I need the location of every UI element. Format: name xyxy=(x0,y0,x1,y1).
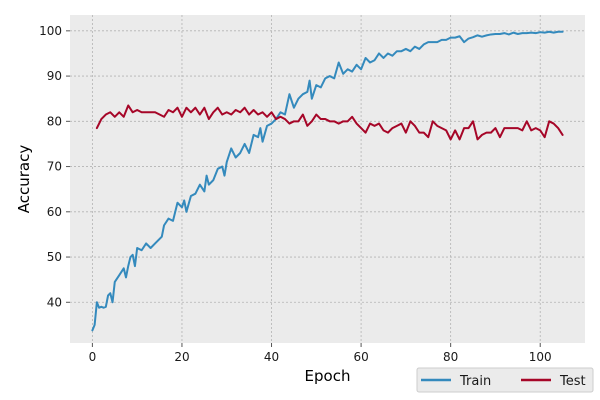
x-tick-label: 100 xyxy=(529,350,552,364)
legend-box xyxy=(416,367,594,393)
y-tick-label: 40 xyxy=(47,295,62,309)
series-line-train xyxy=(91,30,564,332)
grid-lines xyxy=(70,15,585,343)
x-axis-label: Epoch xyxy=(305,367,351,385)
series-line-test xyxy=(95,104,564,141)
legend-label-test: Test xyxy=(559,374,586,389)
x-tick-label: 0 xyxy=(89,350,97,364)
y-tick-label: 60 xyxy=(47,205,62,219)
x-tick-label: 40 xyxy=(264,350,279,364)
y-ticks: 40 50 60 70 80 90 100 xyxy=(39,24,70,309)
plot-background xyxy=(70,15,585,343)
y-tick-label: 100 xyxy=(39,24,62,38)
y-axis-label: Accuracy xyxy=(15,145,33,214)
y-tick-label: 90 xyxy=(47,69,62,83)
x-tick-label: 80 xyxy=(443,350,458,364)
series-lines xyxy=(91,30,564,332)
x-tick-label: 20 xyxy=(174,350,189,364)
x-ticks: 0 20 40 60 80 100 xyxy=(89,343,552,364)
y-tick-label: 70 xyxy=(47,160,62,174)
legend-label-train: Train xyxy=(459,374,491,389)
legend: Train Test xyxy=(416,367,594,393)
x-tick-label: 60 xyxy=(353,350,368,364)
y-tick-label: 50 xyxy=(47,250,62,264)
y-tick-label: 80 xyxy=(47,114,62,128)
